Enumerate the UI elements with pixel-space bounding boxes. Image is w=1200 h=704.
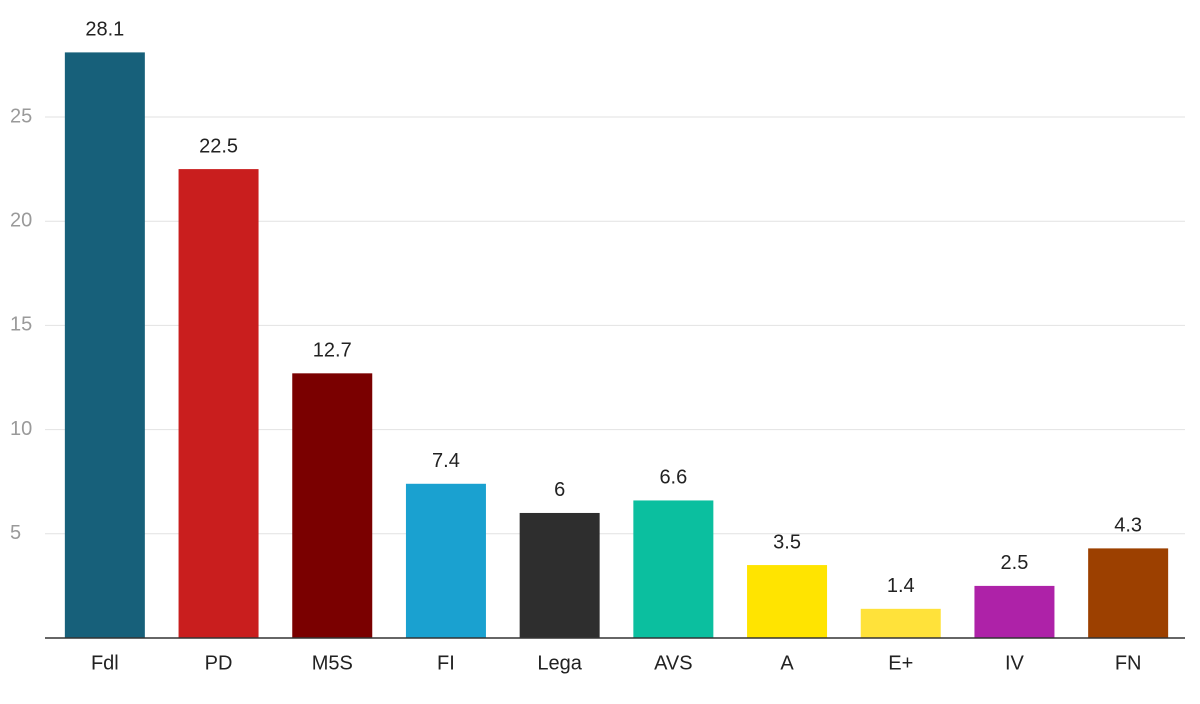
bar [64,52,145,639]
x-tick-label: FN [1115,652,1142,674]
value-label: 6 [554,479,565,501]
x-tick-label: PD [205,652,233,674]
y-tick-label: 15 [10,314,32,336]
bar [1088,548,1169,638]
y-tick-label: 25 [10,105,32,127]
value-label: 1.4 [887,575,915,597]
value-label: 28.1 [85,19,124,41]
y-tick-label: 20 [10,209,32,231]
x-tick-label: FI [437,652,455,674]
value-label: 12.7 [313,340,352,362]
x-tick-label: A [780,652,794,674]
bar [860,608,941,638]
bar [178,169,259,638]
value-label: 2.5 [1001,552,1029,574]
x-tick-label: Lega [537,652,582,674]
x-tick-label: M5S [312,652,353,674]
x-tick-label: E+ [888,652,913,674]
bar [519,512,600,638]
value-label: 4.3 [1114,515,1142,537]
y-tick-label: 5 [10,522,21,544]
bar [405,483,486,638]
bar [633,500,714,638]
x-tick-label: Fdl [91,652,119,674]
x-tick-label: IV [1005,652,1025,674]
bar [974,585,1055,638]
bar [747,565,828,638]
y-tick-label: 10 [10,418,32,440]
bar [292,373,373,638]
value-label: 6.6 [659,467,687,489]
value-label: 7.4 [432,450,460,472]
value-label: 3.5 [773,531,801,553]
value-label: 22.5 [199,135,238,157]
x-tick-label: AVS [654,652,693,674]
